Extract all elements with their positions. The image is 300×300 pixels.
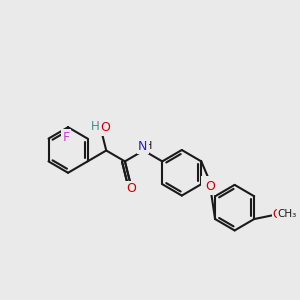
Text: N: N xyxy=(138,140,147,153)
Text: F: F xyxy=(62,130,70,144)
Text: O: O xyxy=(205,180,215,194)
Text: N: N xyxy=(202,178,212,191)
Text: O: O xyxy=(273,208,282,220)
Text: CH₃: CH₃ xyxy=(278,209,297,219)
Text: O: O xyxy=(126,182,136,195)
Text: H: H xyxy=(144,140,153,151)
Text: O: O xyxy=(100,122,110,134)
Text: H: H xyxy=(91,120,100,134)
